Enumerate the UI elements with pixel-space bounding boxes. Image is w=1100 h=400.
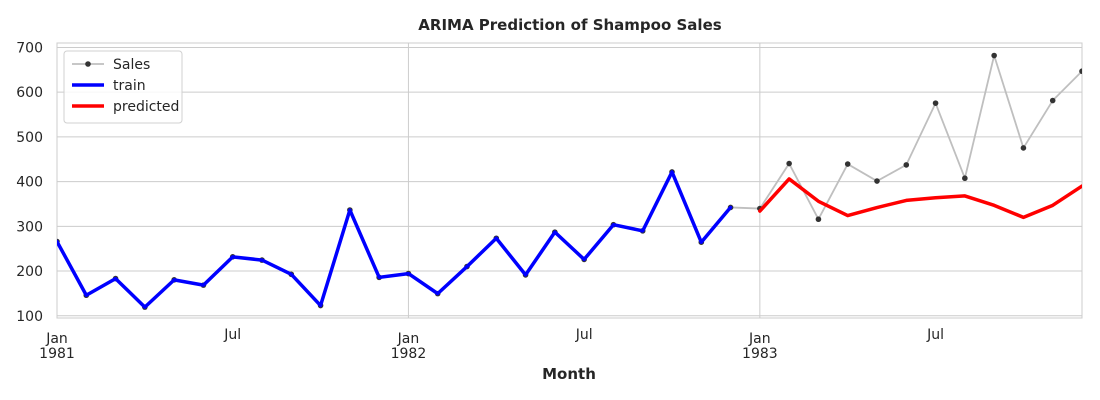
sales-point <box>874 178 880 184</box>
plot-area <box>56 42 1083 319</box>
series-group <box>57 52 1082 310</box>
legend-label: train <box>113 78 146 94</box>
sales-point <box>815 216 822 223</box>
legend-label: predicted <box>113 99 179 115</box>
sales-point <box>962 175 968 182</box>
x-tick-label: Jan <box>397 331 420 347</box>
legend-marker <box>85 61 91 67</box>
y-tick-label: 100 <box>16 309 43 325</box>
sales-point <box>844 161 851 167</box>
series-line-predicted <box>758 177 1082 220</box>
sales-point <box>932 100 939 106</box>
series-line-train <box>57 170 733 309</box>
legend-label: Sales <box>113 57 150 73</box>
x-tick-label: Jan <box>748 331 771 347</box>
x-tick-year-label: 1982 <box>391 346 427 362</box>
y-tick-label: 500 <box>16 130 43 146</box>
y-tick-label: 600 <box>16 85 43 101</box>
sales-point <box>1079 68 1082 75</box>
x-tick-label: Jan <box>45 331 68 347</box>
series-layer <box>57 52 1082 310</box>
sales-point <box>786 160 792 167</box>
x-tick-label: Jul <box>575 327 593 343</box>
x-tick-year-label: 1981 <box>39 346 75 362</box>
x-tick-year-label: 1983 <box>742 346 778 362</box>
x-tick-label: Jul <box>926 327 944 343</box>
y-tick-label: 300 <box>16 219 43 235</box>
y-tick-label: 400 <box>16 175 43 191</box>
chart-title: ARIMA Prediction of Shampoo Sales <box>418 16 721 34</box>
x-axis-label: Month <box>542 365 596 383</box>
legend: Sales train predicted <box>63 50 183 124</box>
x-tick-label: Jul <box>223 327 241 343</box>
grid-lines <box>56 43 1082 318</box>
sales-point <box>1049 97 1056 104</box>
sales-point <box>903 162 910 168</box>
sales-point <box>991 52 997 59</box>
sales-point <box>1020 145 1027 151</box>
y-tick-label: 700 <box>16 40 43 56</box>
y-axis-ticks: 100 200 300 400 500 600 700 <box>16 40 43 324</box>
y-tick-label: 200 <box>16 264 43 280</box>
